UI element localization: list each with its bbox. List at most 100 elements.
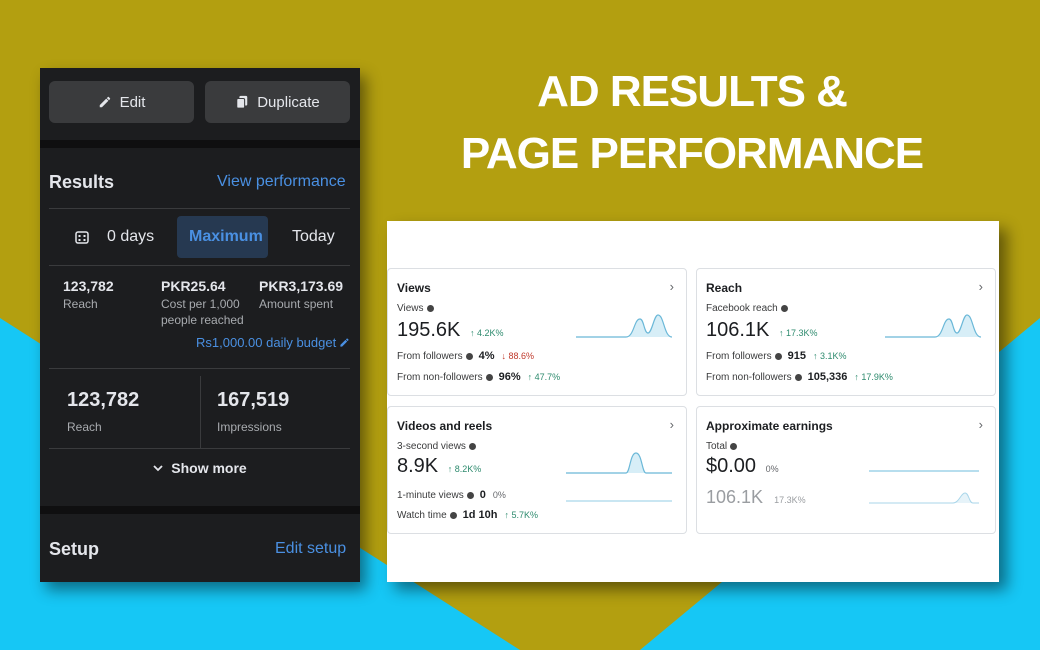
info-icon[interactable] [449, 511, 457, 519]
reach-card[interactable]: Reach › Facebook reach 106.1K ↑ 17.3K% F… [696, 268, 996, 396]
views-delta: ↑ 4.2K% [469, 328, 504, 338]
earnings-ghost-row: 106.1K 17.3K% [706, 487, 806, 508]
section-divider [40, 140, 360, 148]
videos-watch-row: Watch time 1d 10h ↑ 5.7K% [397, 509, 538, 521]
metric-cpm-value: PKR25.64 [161, 278, 226, 294]
chevron-right-icon[interactable]: › [669, 417, 674, 432]
reach-nonfollowers-delta: ↑ 17.9K% [854, 372, 893, 382]
duplicate-label: Duplicate [257, 93, 320, 111]
copy-icon [236, 95, 248, 109]
metric-spent-value: PKR3,173.69 [259, 278, 344, 294]
summary-impressions-label: Impressions [217, 420, 282, 434]
earnings-delta: 0% [765, 464, 779, 474]
reach-metric-label: Facebook reach [706, 303, 778, 314]
days-label: 0 days [107, 228, 155, 245]
earnings-card[interactable]: Approximate earnings › Total $0.00 0% 10… [696, 406, 996, 534]
reach-delta: ↑ 17.3K% [778, 328, 818, 338]
info-icon[interactable] [426, 305, 434, 312]
views-title: Views [397, 281, 431, 295]
earnings-ghost-sparkline [869, 492, 979, 504]
videos-watch-delta: ↑ 5.7K% [504, 510, 539, 520]
chevron-down-icon [153, 465, 163, 472]
views-followers-label: From followers [397, 350, 463, 362]
videos-watch-label: Watch time [397, 509, 447, 521]
videos-watch-value: 1d 10h [462, 509, 498, 521]
reach-value: 106.1K [706, 319, 770, 341]
info-icon[interactable] [730, 443, 738, 450]
reach-title: Reach [706, 281, 743, 295]
earnings-value: $0.00 [706, 455, 757, 477]
reach-followers-delta: ↑ 3.1K% [812, 351, 847, 361]
videos-minute-delta: 0% [492, 490, 506, 500]
videos-card[interactable]: Videos and reels › 3-second views 8.9K ↑… [387, 406, 687, 534]
videos-minute-label: 1-minute views [397, 489, 464, 501]
videos-value: 8.9K [397, 455, 439, 477]
divider [49, 208, 350, 209]
ad-results-panel: Edit Duplicate Results View performance … [40, 68, 360, 582]
summary-reach-value: 123,782 [67, 389, 140, 411]
earnings-sparkline [869, 470, 979, 472]
daily-budget-link[interactable]: Rs1,000.00 daily budget [196, 335, 350, 350]
divider [49, 448, 350, 449]
info-icon[interactable] [465, 352, 473, 360]
reach-sparkline [885, 314, 982, 338]
views-nonfollowers-row: From non-followers 96% ↑ 47.7% [397, 371, 560, 383]
videos-value-row: 8.9K ↑ 8.2K% [397, 455, 481, 478]
view-performance-link[interactable]: View performance [217, 173, 346, 190]
chevron-right-icon[interactable]: › [669, 279, 674, 294]
edit-setup-link[interactable]: Edit setup [275, 540, 347, 557]
videos-minute-sparkline [566, 500, 672, 502]
chevron-right-icon[interactable]: › [978, 279, 983, 294]
videos-sparkline [566, 452, 672, 474]
date-range-maximum[interactable]: Maximum [177, 216, 268, 258]
metric-spent-label: Amount spent [259, 297, 334, 311]
metric-cpm-label: Cost per 1,000 people reached [161, 297, 244, 327]
views-value-row: 195.6K ↑ 4.2K% [397, 319, 503, 342]
duplicate-button[interactable]: Duplicate [205, 81, 350, 123]
pencil-icon [99, 96, 110, 108]
info-icon[interactable] [774, 352, 782, 360]
videos-metric-label-row: 3-second views [397, 441, 476, 452]
reach-nonfollowers-row: From non-followers 105,336 ↑ 17.9K% [706, 371, 893, 383]
calendar-icon [75, 231, 89, 244]
headline-line-2: PAGE PERFORMANCE [460, 129, 924, 178]
info-icon[interactable] [466, 491, 474, 499]
earnings-value-row: $0.00 0% [706, 455, 779, 478]
reach-nonfollowers-value: 105,336 [807, 371, 848, 383]
summary-divider [200, 376, 201, 448]
setup-title: Setup [49, 539, 100, 559]
earnings-ghost-value: 106.1K [706, 487, 764, 507]
daily-budget-label: Rs1,000.00 daily budget [196, 335, 337, 350]
views-followers-row: From followers 4% ↓ 88.6% [397, 350, 534, 362]
videos-minute-value: 0 [479, 489, 486, 501]
videos-delta: ↑ 8.2K% [447, 464, 482, 474]
views-followers-delta: ↓ 88.6% [501, 351, 535, 361]
views-followers-value: 4% [478, 350, 495, 362]
date-range-today[interactable]: Today [292, 228, 335, 245]
views-card[interactable]: Views › Views 195.6K ↑ 4.2K% From follow… [387, 268, 687, 396]
reach-followers-value: 915 [787, 350, 806, 362]
views-sparkline [576, 314, 673, 338]
chevron-right-icon[interactable]: › [978, 417, 983, 432]
info-icon[interactable] [485, 373, 493, 381]
views-nonfollowers-label: From non-followers [397, 371, 483, 383]
page-performance-panel: Views › Views 195.6K ↑ 4.2K% From follow… [387, 221, 999, 582]
info-icon[interactable] [468, 443, 476, 450]
date-range-days[interactable]: 0 days [75, 216, 154, 258]
show-more-label: Show more [171, 460, 247, 476]
summary-reach-label: Reach [67, 420, 102, 434]
pencil-icon [340, 338, 349, 347]
show-more-button[interactable]: Show more [40, 460, 360, 476]
videos-metric-label: 3-second views [397, 441, 466, 452]
edit-button[interactable]: Edit [49, 81, 194, 123]
summary-impressions-value: 167,519 [217, 389, 290, 411]
views-metric-label: Views [397, 303, 424, 314]
views-nonfollowers-delta: ↑ 47.7% [527, 372, 561, 382]
reach-nonfollowers-label: From non-followers [706, 371, 792, 383]
metric-reach-label: Reach [63, 297, 98, 311]
edit-label: Edit [119, 93, 146, 111]
divider [49, 265, 350, 266]
info-icon[interactable] [794, 373, 802, 381]
info-icon[interactable] [780, 305, 788, 312]
earnings-metric-label-row: Total [706, 441, 738, 452]
